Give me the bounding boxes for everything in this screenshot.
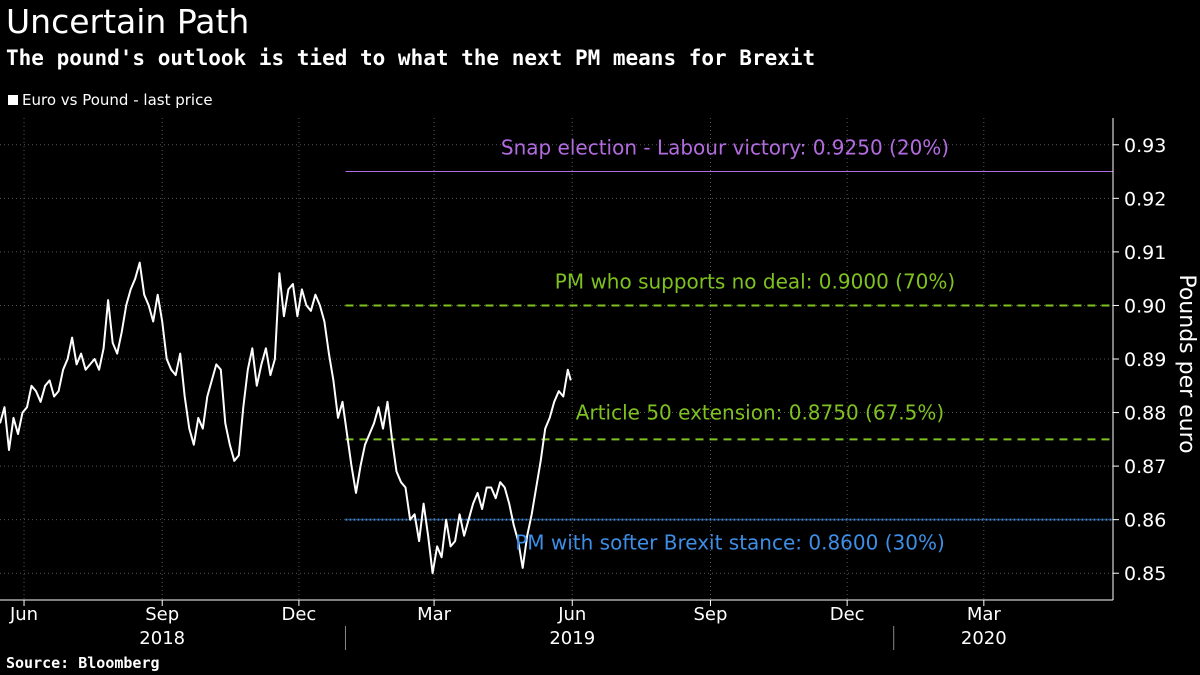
y-tick-label: 0.87 — [1124, 456, 1166, 478]
x-year-label: 2018 — [139, 628, 185, 649]
chart-subtitle: The pound's outlook is tied to what the … — [6, 46, 816, 70]
x-tick-label: Jun — [9, 604, 38, 625]
x-tick-label: Sep — [693, 604, 727, 625]
y-tick-label: 0.93 — [1124, 135, 1166, 157]
x-tick-label: Dec — [830, 604, 865, 625]
reference-label-labour: Snap election - Labour victory: 0.9250 (… — [501, 136, 949, 160]
legend: Euro vs Pound - last price — [8, 91, 213, 109]
chart-title: Uncertain Path — [6, 2, 250, 41]
y-tick-label: 0.86 — [1124, 510, 1166, 532]
y-tick-label: 0.85 — [1124, 563, 1166, 585]
x-year-label: 2019 — [549, 628, 595, 649]
source-note: Source: Bloomberg — [6, 654, 160, 672]
reference-label-article50: Article 50 extension: 0.8750 (67.5%) — [576, 400, 944, 424]
series-line-eur-gbp — [0, 261, 572, 575]
legend-label: Euro vs Pound - last price — [22, 91, 213, 109]
axes: 0.85 0.86 0.87 0.88 0.89 0.90 0.91 0.92 0.93 Jun S… — [0, 118, 1199, 650]
series-layer — [0, 261, 572, 575]
y-tick-label: 0.91 — [1124, 242, 1166, 264]
x-year-label: 2020 — [961, 628, 1007, 649]
x-tick-label: Mar — [417, 604, 452, 625]
annotation-labels: Snap election - Labour victory: 0.9250 (… — [501, 136, 955, 555]
x-tick-label: Mar — [967, 604, 1002, 625]
x-tick-label: Jun — [557, 604, 586, 625]
y-tick-label: 0.92 — [1124, 188, 1166, 210]
x-tick-label: Dec — [281, 604, 316, 625]
x-tick-label: Sep — [145, 604, 179, 625]
reference-lines — [345, 171, 1113, 521]
reference-label-no_deal: PM who supports no deal: 0.9000 (70%) — [555, 269, 955, 293]
y-tick-label: 0.90 — [1124, 295, 1166, 317]
y-axis-title: Pounds per euro — [1174, 274, 1199, 453]
y-tick-label: 0.88 — [1124, 403, 1166, 425]
y-tick-label: 0.89 — [1124, 349, 1166, 371]
reference-label-softer: PM with softer Brexit stance: 0.8600 (30… — [515, 531, 945, 555]
legend-swatch — [8, 95, 18, 105]
